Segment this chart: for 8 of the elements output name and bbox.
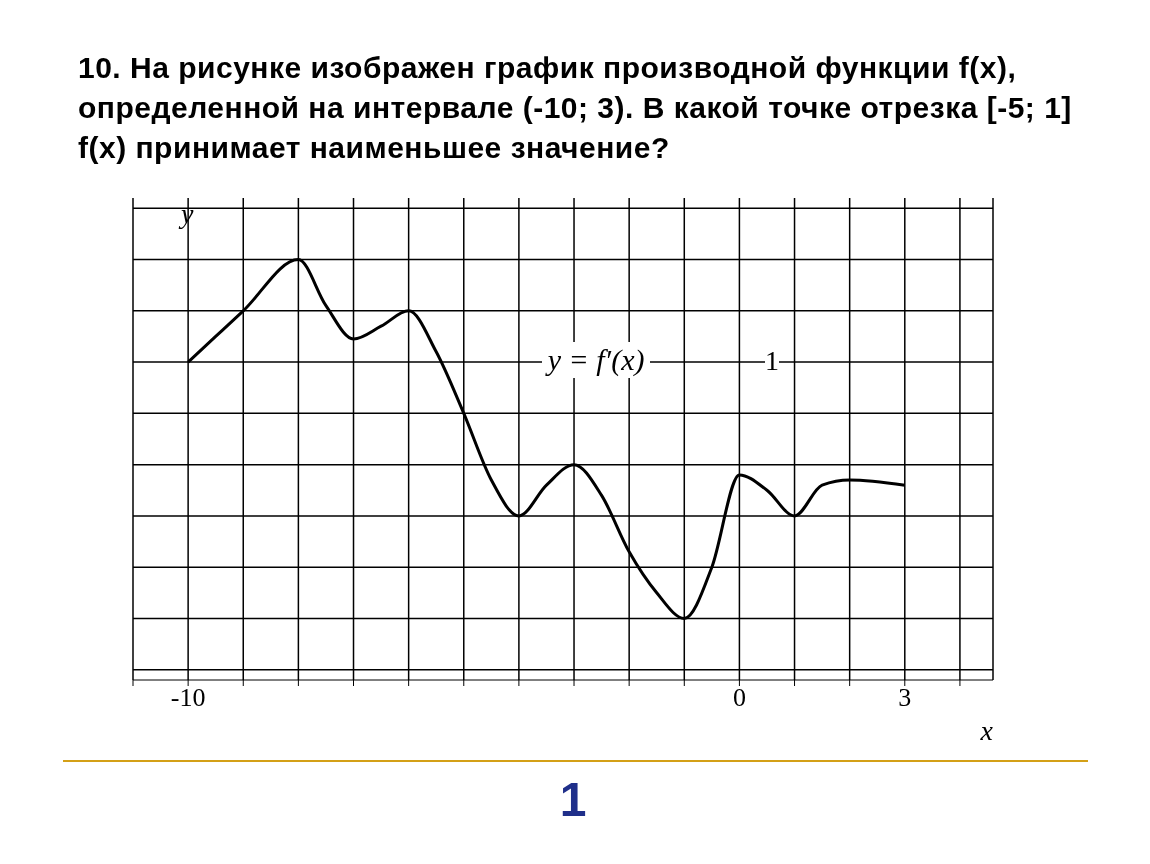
x-tick-label: 3	[898, 683, 912, 713]
chart-title: 10. На рисунке изображен график производной функции f(x), определенной на интервале (-10; 3). В какой точке отрезка [-5; 1] f(x) принимает наименьшее значение?	[77, 50, 1073, 166]
x-axis-title: x	[979, 715, 994, 746]
x-tick-label: -10	[170, 683, 206, 713]
text: 1	[558, 772, 588, 827]
x-tick-label: 0	[732, 683, 746, 713]
annotation: y = f′(x)	[541, 342, 651, 379]
annotation: 1	[765, 345, 780, 378]
